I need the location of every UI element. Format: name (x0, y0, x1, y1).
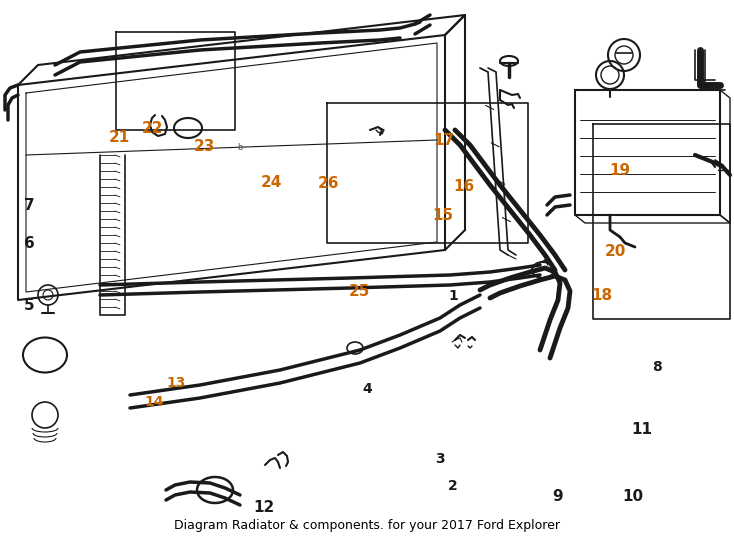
Text: Diagram Radiator & components. for your 2017 Ford Explorer: Diagram Radiator & components. for your … (174, 518, 560, 531)
Text: 22: 22 (142, 121, 164, 136)
Text: 12: 12 (254, 500, 275, 515)
Text: 25: 25 (349, 284, 371, 299)
Text: 17: 17 (434, 133, 454, 148)
Text: 11: 11 (632, 422, 653, 437)
Text: 16: 16 (454, 179, 474, 194)
Text: 8: 8 (652, 360, 662, 374)
Text: 21: 21 (109, 130, 129, 145)
Text: 7: 7 (24, 198, 34, 213)
Text: 20: 20 (604, 244, 626, 259)
Text: 19: 19 (610, 163, 631, 178)
Text: 9: 9 (553, 489, 563, 504)
Text: 4: 4 (362, 382, 372, 396)
Text: 1: 1 (448, 289, 459, 303)
Text: 10: 10 (622, 489, 643, 504)
Text: 24: 24 (261, 175, 283, 190)
Text: 18: 18 (592, 288, 612, 303)
Text: 6: 6 (24, 235, 34, 251)
Text: 26: 26 (318, 176, 340, 191)
Text: 3: 3 (435, 452, 446, 466)
Text: 13: 13 (167, 376, 186, 390)
Text: b: b (237, 144, 243, 152)
Text: 23: 23 (193, 139, 215, 154)
Text: 15: 15 (432, 208, 453, 224)
Text: 14: 14 (145, 395, 164, 409)
Text: 5: 5 (24, 298, 34, 313)
Text: 2: 2 (448, 479, 458, 493)
